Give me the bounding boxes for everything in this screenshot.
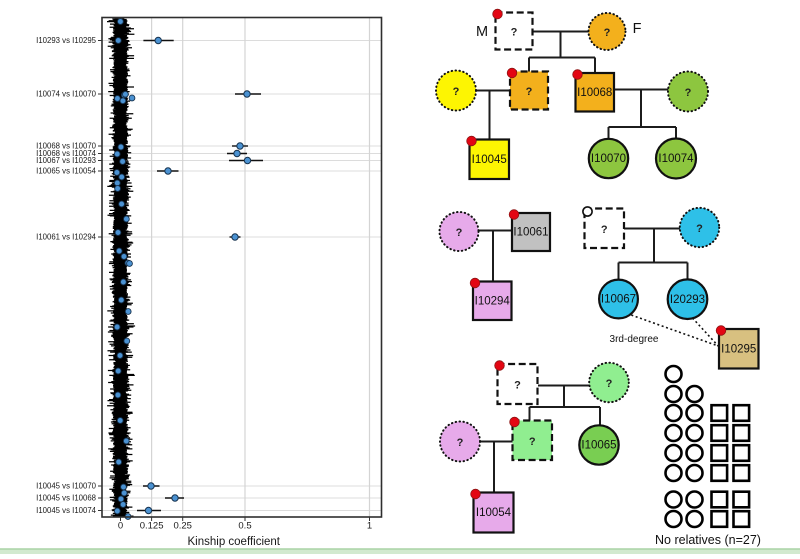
svg-text:?: ? (526, 86, 533, 98)
svg-text:?: ? (457, 437, 464, 449)
svg-text:?: ? (685, 87, 692, 99)
svg-text:?: ? (529, 436, 536, 448)
svg-text:I10067: I10067 (601, 294, 636, 306)
svg-text:0.5: 0.5 (238, 521, 251, 532)
svg-text:No relatives (n=27): No relatives (n=27) (655, 533, 761, 547)
svg-text:I10070: I10070 (591, 153, 626, 165)
svg-text:F: F (633, 21, 642, 37)
svg-text:?: ? (604, 27, 611, 39)
svg-text:I10293 vs I10295: I10293 vs I10295 (36, 36, 96, 45)
svg-text:?: ? (511, 27, 518, 39)
svg-text:?: ? (514, 380, 521, 392)
svg-text:I20293: I20293 (670, 294, 705, 306)
svg-text:0.125: 0.125 (140, 521, 164, 532)
svg-text:I10295: I10295 (721, 343, 756, 355)
svg-text:I10074 vs I10070: I10074 vs I10070 (36, 89, 96, 98)
svg-text:I10067 vs I10293: I10067 vs I10293 (36, 156, 96, 165)
svg-text:I10061: I10061 (513, 227, 548, 239)
svg-text:I10045 vs I10074: I10045 vs I10074 (36, 506, 96, 515)
svg-text:Kinship coefficient: Kinship coefficient (188, 536, 281, 548)
svg-text:I10294: I10294 (475, 295, 511, 307)
svg-text:?: ? (696, 223, 703, 235)
svg-text:?: ? (453, 86, 460, 98)
svg-text:I10068 vs I10074: I10068 vs I10074 (36, 149, 96, 158)
svg-text:?: ? (606, 378, 613, 390)
svg-text:?: ? (601, 224, 608, 236)
svg-text:I10068: I10068 (577, 87, 612, 99)
svg-text:I10074: I10074 (658, 153, 694, 165)
svg-text:1: 1 (367, 521, 372, 532)
svg-text:I10045 vs I10070: I10045 vs I10070 (36, 481, 96, 490)
svg-text:I10054: I10054 (476, 507, 512, 519)
svg-text:I10065: I10065 (581, 440, 616, 452)
svg-text:I10061 vs I10294: I10061 vs I10294 (36, 232, 96, 241)
svg-text:I10045: I10045 (472, 154, 507, 166)
svg-text:I10068 vs I10070: I10068 vs I10070 (36, 141, 96, 150)
svg-text:I10045 vs I10068: I10045 vs I10068 (36, 493, 96, 502)
svg-text:0.25: 0.25 (173, 521, 192, 532)
svg-text:I10065 vs I10054: I10065 vs I10054 (36, 166, 96, 175)
svg-text:0: 0 (118, 521, 123, 532)
svg-text:M: M (476, 24, 488, 40)
svg-text:3rd-degree: 3rd-degree (610, 334, 659, 345)
svg-text:?: ? (456, 227, 463, 239)
